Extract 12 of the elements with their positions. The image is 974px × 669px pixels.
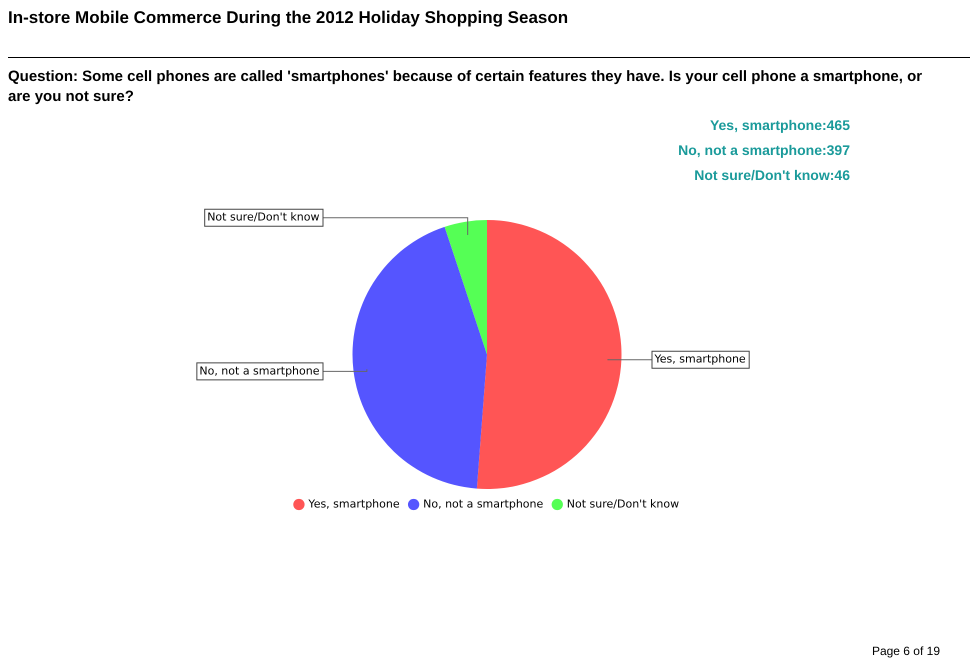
slice-label: No, not a smartphone	[199, 364, 320, 378]
legend-label: Not sure/Don't know	[566, 497, 680, 510]
text: Page 6 of 19	[872, 644, 940, 658]
chart-subtitle: Question: Some cell phones are called 'smartphones' because of certain features they have. Is your cell phone a smartphone, or are you not sure?	[8, 67, 924, 107]
text: Yes, smartphone:465	[710, 117, 850, 133]
slice-label: Not sure/Don't know	[207, 210, 320, 224]
legend-label: Yes, smartphone	[307, 497, 400, 510]
slice-label: Yes, smartphone	[654, 352, 746, 366]
text: No, not a smartphone:397	[678, 142, 850, 158]
legend-label: No, not a smartphone	[423, 497, 544, 510]
text: Not sure/Don't know:46	[694, 167, 850, 183]
chart-title: In-store Mobile Commerce During the 2012 Holiday Shopping Season	[8, 8, 568, 28]
